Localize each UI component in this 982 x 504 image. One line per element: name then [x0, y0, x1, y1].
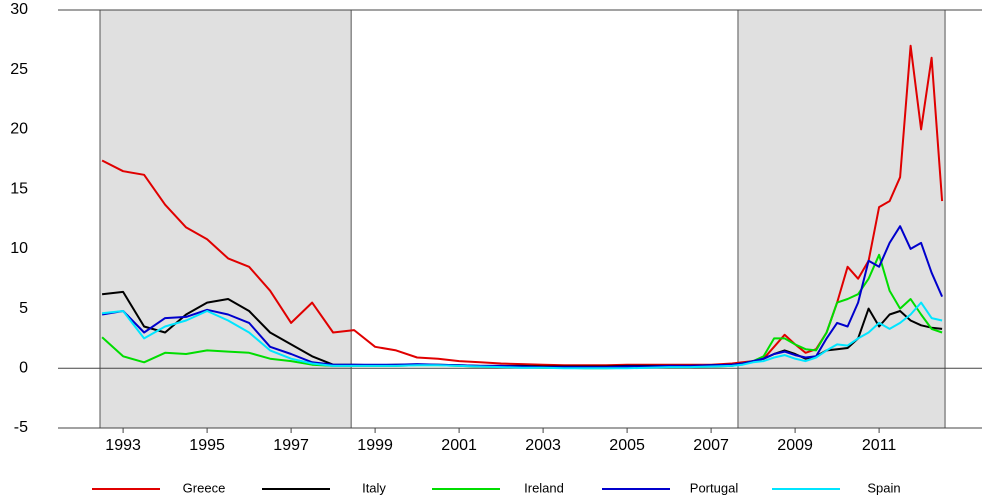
x-tick-label: 1993	[105, 437, 141, 454]
x-tick-label: 1997	[273, 437, 309, 454]
series-line	[101, 301, 943, 370]
x-tick-label: 2007	[693, 437, 729, 454]
x-tick-label: 2001	[441, 437, 477, 454]
x-tick-label: 2003	[525, 437, 561, 454]
x-tick-label: 1999	[357, 437, 393, 454]
y-tick-label: 20	[10, 121, 28, 138]
y-tick-label: 25	[10, 61, 28, 78]
y-tick-label: 0	[19, 360, 28, 377]
x-tick-label: 2011	[862, 437, 897, 454]
series-line	[101, 225, 944, 369]
legend-label: Ireland	[524, 480, 564, 495]
legend-label: Greece	[183, 480, 226, 495]
series-line	[101, 44, 944, 367]
y-tick-label: -5	[14, 419, 28, 436]
legend-label: Spain	[867, 480, 900, 495]
y-tick-label: 5	[19, 300, 28, 317]
x-tick-label: 2005	[609, 437, 645, 454]
x-tick-label: 2009	[777, 437, 813, 454]
shaded-region	[100, 10, 352, 428]
legend-label: Italy	[362, 480, 386, 495]
y-tick-label: 30	[10, 1, 28, 18]
x-tick-label: 1995	[189, 437, 225, 454]
legend-label: Portugal	[690, 480, 739, 495]
y-tick-label: 15	[10, 180, 28, 197]
y-tick-label: 10	[10, 240, 28, 257]
